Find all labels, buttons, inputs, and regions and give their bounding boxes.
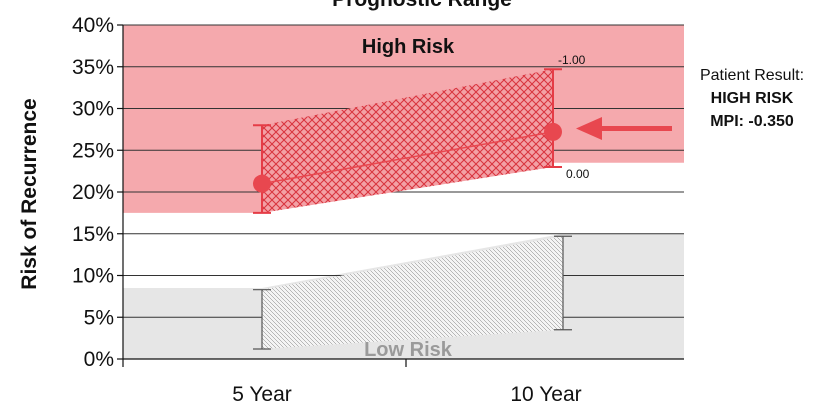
data-point-5-year (253, 174, 271, 193)
y-tick-label: 35% (72, 56, 114, 79)
chart-title: Prognostic Range (332, 0, 512, 11)
low-risk-range-band (262, 236, 563, 349)
high-risk-label: High Risk (362, 36, 455, 58)
low-risk-label: Low Risk (364, 339, 453, 361)
y-tick-label: 25% (72, 139, 114, 162)
y-axis-label: Risk of Recurrence (18, 98, 41, 289)
y-tick-label: 0% (84, 348, 114, 371)
y-tick-label: 5% (84, 306, 114, 329)
high-errorbar-10-year (544, 68, 562, 168)
low-errorbar-10-year (554, 235, 572, 331)
patient-result-risk: HIGH RISK (711, 90, 794, 107)
y-tick-label: 40% (72, 14, 114, 37)
y-tick-label: 15% (72, 223, 114, 246)
band-lower-value: 0.00 (566, 167, 590, 181)
high-risk-range-band (262, 69, 553, 213)
y-tick-label: 10% (72, 265, 114, 288)
patient-result-label: Patient Result: (700, 67, 804, 84)
band-upper-value: -1.00 (558, 53, 586, 67)
series-line (261, 131, 554, 185)
patient-result-mpi: MPI: -0.350 (710, 113, 794, 130)
data-point-10-year (544, 122, 562, 141)
high-errorbar-5-year (253, 124, 271, 214)
y-tick-label: 20% (72, 181, 114, 204)
low-errorbar-5-year (253, 289, 271, 350)
x-tick-label-5-year: 5 Year (232, 383, 292, 406)
patient-arrow-icon (576, 117, 672, 140)
y-tick-label: 30% (72, 98, 114, 121)
x-tick-label-10-year: 10 Year (510, 383, 581, 406)
